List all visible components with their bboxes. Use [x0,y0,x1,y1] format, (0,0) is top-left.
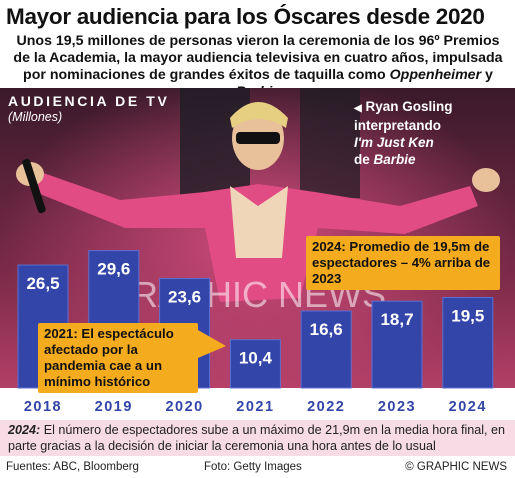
value-label-2018: 26,5 [26,274,59,293]
page-title: Mayor audiencia para los Óscares desde 2… [6,4,485,29]
value-label-2024: 19,5 [451,307,484,326]
callout-2021: 2021: El espectáculo afectado por la pan… [38,323,198,393]
subtitle-conjunction: y [481,67,493,83]
footnote-year: 2024: [8,423,41,437]
value-label-2023: 18,7 [380,310,413,329]
footer-sources: Fuentes: ABC, Bloomberg [6,461,139,473]
subtitle-text: Unos 19,5 millones de personas vieron la… [13,33,503,83]
bar-chart: 26,5 2018 29,6 2019 23,6 2020 10,4 2021 16,6 2022… [0,250,515,420]
caption-film: Barbie [373,152,416,167]
bar-2023 [371,300,423,389]
caption-song: I'm Just Ken [354,135,434,150]
bar-2024 [442,297,494,389]
bar-2022 [300,310,352,389]
value-label-2020: 23,6 [168,287,201,306]
photo-caption: ◀ Ryan Gosling interpretando I'm Just Ke… [354,98,452,168]
value-label-2021: 10,4 [239,349,273,368]
callout-2021-pointer-icon [198,330,226,358]
caption-line2: interpretando [354,118,442,133]
subtitle: Unos 19,5 millones de personas vieron la… [8,33,508,101]
bar-2021 [229,339,281,389]
x-axis-band [0,388,515,420]
subtitle-film-oppenheimer: Oppenheimer [389,67,482,83]
caption-pointer-icon: ◀ [354,103,362,114]
footnote: 2024: El número de espectadores sube a u… [0,420,515,456]
chart-unit: (Millones) [8,110,63,124]
x-tick-label-2024: 2024 [449,399,487,415]
caption-line1: Ryan Gosling [365,99,453,114]
x-tick-label-2019: 2019 [95,399,133,415]
chart-title: AUDIENCIA DE TV [8,93,170,109]
callout-2024: 2024: Promedio de 19,5m de espectadores … [306,236,500,290]
value-label-2019: 29,6 [97,260,130,279]
x-tick-label-2022: 2022 [307,399,345,415]
value-label-2022: 16,6 [310,320,343,339]
x-tick-label-2020: 2020 [165,399,203,415]
footnote-text: El número de espectadores sube a un máxi… [8,423,506,453]
footer-copyright: © GRAPHIC NEWS [405,461,507,473]
caption-line4-prefix: de [354,152,374,167]
footer: Fuentes: ABC, Bloomberg Foto: Getty Imag… [0,458,515,478]
x-tick-label-2021: 2021 [236,399,274,415]
footer-photo-credit: Foto: Getty Images [204,461,302,473]
x-tick-label-2018: 2018 [24,399,62,415]
x-tick-label-2023: 2023 [378,399,416,415]
